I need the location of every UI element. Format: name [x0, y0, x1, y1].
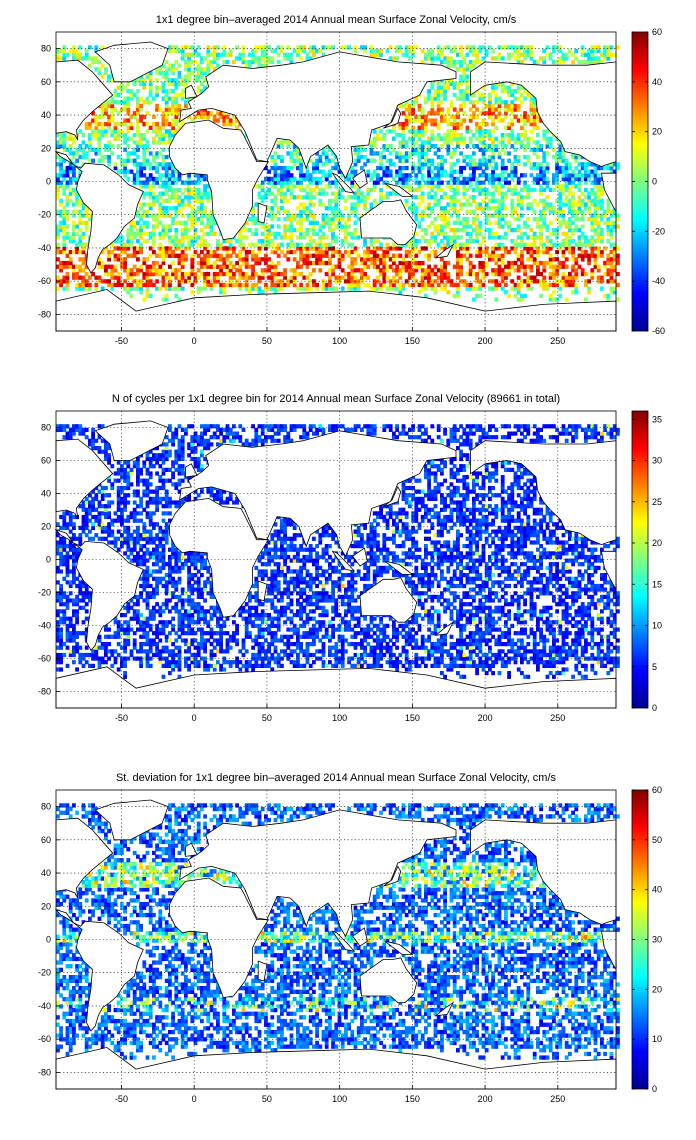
y-tick-label: 40: [41, 110, 51, 120]
y-tick-label: 0: [46, 935, 51, 945]
x-tick-label: 200: [478, 713, 493, 723]
x-tick-label: -50: [115, 713, 128, 723]
y-tick-label: -40: [38, 243, 51, 253]
y-tick-label: -40: [38, 1001, 51, 1011]
colorbar-tick-label: -40: [652, 276, 665, 286]
colorbar-tick-label: 10: [652, 1034, 662, 1044]
y-tick-label: 20: [41, 522, 51, 532]
x-tick-label: -50: [115, 336, 128, 346]
y-tick-label: -20: [38, 968, 51, 978]
grid-lines: [56, 32, 616, 331]
colorbar-tick-label: 25: [652, 497, 662, 507]
colorbar-tick-label: 20: [652, 984, 662, 994]
data-cells: [56, 424, 620, 679]
x-tick-label: 250: [550, 1094, 565, 1104]
y-tick-label: 80: [41, 423, 51, 433]
y-tick-label: 60: [41, 77, 51, 87]
colorbar-tick-label: 10: [652, 621, 662, 631]
coastlines: [54, 799, 617, 1090]
grid-lines: [56, 411, 616, 708]
colorbar-tick-label: 50: [652, 835, 662, 845]
chart-title: N of cycles per 1x1 degree bin for 2014 …: [112, 393, 560, 405]
x-tick-label: 0: [192, 1094, 197, 1104]
colorbar: [631, 410, 649, 709]
y-tick-label: -80: [38, 687, 51, 697]
x-tick-label: 50: [262, 1094, 272, 1104]
y-tick-label: -40: [38, 621, 51, 631]
x-tick-label: 250: [550, 713, 565, 723]
y-tick-label: 60: [41, 456, 51, 466]
colorbar-tick-label: 40: [652, 885, 662, 895]
y-tick-label: -60: [38, 654, 51, 664]
chart-title: St. deviation for 1x1 degree bin–average…: [116, 772, 557, 784]
coastlines: [54, 420, 617, 709]
panel-2: N of cycles per 1x1 degree bin for 2014 …: [38, 393, 662, 723]
y-tick-label: 0: [46, 555, 51, 565]
y-tick-label: 80: [41, 802, 51, 812]
x-tick-label: 0: [192, 336, 197, 346]
x-tick-label: 200: [478, 1094, 493, 1104]
y-tick-label: 40: [41, 868, 51, 878]
y-tick-label: -60: [38, 276, 51, 286]
colorbar-tick-label: 30: [652, 935, 662, 945]
y-tick-label: 20: [41, 901, 51, 911]
colorbar-tick-label: 60: [652, 785, 662, 795]
x-tick-label: -50: [115, 1094, 128, 1104]
chart-title: 1x1 degree bin–averaged 2014 Annual mean…: [156, 14, 517, 26]
colorbar-tick-label: 40: [652, 77, 662, 87]
grid-lines: [56, 790, 616, 1089]
colorbar-tick-label: 30: [652, 456, 662, 466]
data-cells: [56, 803, 620, 1060]
colorbar-tick-label: 20: [652, 538, 662, 548]
colorbar-tick-label: -60: [652, 326, 665, 336]
x-tick-label: 250: [550, 336, 565, 346]
x-tick-label: 200: [478, 336, 493, 346]
colorbar-tick-label: 60: [652, 27, 662, 37]
x-tick-label: 150: [405, 713, 420, 723]
y-tick-label: -60: [38, 1034, 51, 1044]
x-tick-label: 100: [332, 713, 347, 723]
y-tick-label: -20: [38, 588, 51, 598]
y-tick-label: 20: [41, 143, 51, 153]
colorbar-tick-label: 0: [652, 703, 657, 713]
colorbar-tick-label: 35: [652, 414, 662, 424]
x-tick-label: 150: [405, 336, 420, 346]
colorbar-tick-label: 5: [652, 662, 657, 672]
x-tick-label: 150: [405, 1094, 420, 1104]
x-tick-label: 0: [192, 713, 197, 723]
x-tick-label: 100: [332, 336, 347, 346]
x-tick-label: 50: [262, 336, 272, 346]
colorbar-tick-label: 15: [652, 579, 662, 589]
y-tick-label: 80: [41, 44, 51, 54]
panel-3: St. deviation for 1x1 degree bin–average…: [38, 772, 662, 1104]
coastlines: [54, 41, 617, 332]
colorbar-tick-label: 20: [652, 127, 662, 137]
panel-1: 1x1 degree bin–averaged 2014 Annual mean…: [38, 14, 665, 346]
colorbar-tick-label: -20: [652, 226, 665, 236]
y-tick-label: 40: [41, 489, 51, 499]
colorbar-tick-label: 0: [652, 177, 657, 187]
x-tick-label: 50: [262, 713, 272, 723]
y-tick-label: -80: [38, 309, 51, 319]
y-tick-label: -80: [38, 1067, 51, 1077]
y-tick-label: 60: [41, 835, 51, 845]
y-tick-label: 0: [46, 177, 51, 187]
colorbar-tick-label: 0: [652, 1084, 657, 1094]
x-tick-label: 100: [332, 1094, 347, 1104]
y-tick-label: -20: [38, 210, 51, 220]
